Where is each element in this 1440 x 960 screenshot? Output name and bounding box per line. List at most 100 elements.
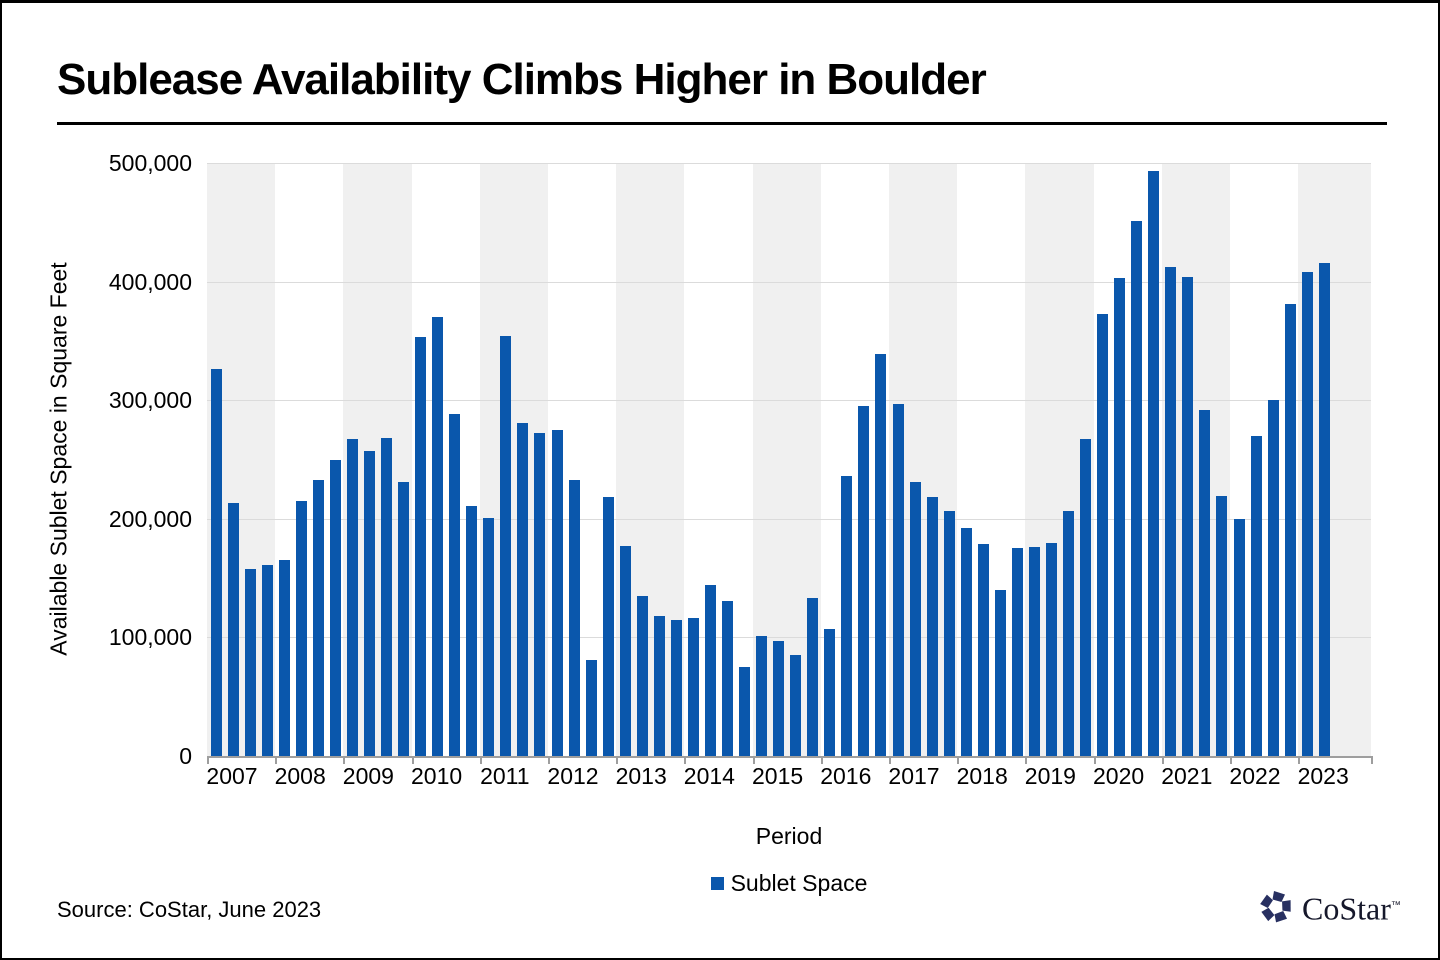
bar-2022-Q1 xyxy=(1233,518,1245,756)
bar-2010-Q4 xyxy=(466,505,478,756)
y-tick-label-300,000: 300,000 xyxy=(108,387,192,414)
bar-2014-Q4 xyxy=(739,667,751,756)
x-tick xyxy=(820,756,823,764)
x-tick-label-2022: 2022 xyxy=(1229,763,1281,789)
bar-2008-Q4 xyxy=(329,459,341,756)
bar-2019-Q4 xyxy=(1080,439,1092,756)
y-tick-label-500,000: 500,000 xyxy=(108,150,192,176)
bar-2009-Q1 xyxy=(346,439,358,756)
bar-2020-Q2 xyxy=(1114,278,1126,756)
bar-2017-Q2 xyxy=(909,482,921,756)
bar-2013-Q3 xyxy=(653,616,665,756)
bar-2013-Q4 xyxy=(670,619,682,756)
bar-2016-Q1 xyxy=(824,629,836,756)
bar-2013-Q2 xyxy=(636,595,648,756)
bar-2010-Q2 xyxy=(432,317,444,756)
y-tick-label-200,000: 200,000 xyxy=(108,505,192,532)
bar-2017-Q4 xyxy=(943,510,955,756)
bar-2018-Q1 xyxy=(960,528,972,756)
bar-2008-Q1 xyxy=(278,560,290,756)
bar-2022-Q3 xyxy=(1267,400,1279,756)
x-tick-label-2010: 2010 xyxy=(411,763,463,789)
y-tick-label-0: 0 xyxy=(179,743,192,769)
x-tick-label-2020: 2020 xyxy=(1093,763,1145,789)
bar-2013-Q1 xyxy=(619,546,631,756)
bar-2016-Q2 xyxy=(841,476,853,756)
legend: Sublet Space xyxy=(207,870,1371,897)
x-tick xyxy=(684,756,687,764)
bar-2019-Q1 xyxy=(1028,547,1040,756)
gridline-500000 xyxy=(207,163,1371,164)
page-title: Sublease Availability Climbs Higher in B… xyxy=(57,55,987,104)
bar-2011-Q2 xyxy=(500,336,512,756)
bar-2007-Q4 xyxy=(261,565,273,756)
bar-2015-Q4 xyxy=(807,598,819,756)
bar-2017-Q1 xyxy=(892,403,904,756)
x-tick-label-2009: 2009 xyxy=(342,763,394,789)
x-tick-label-2008: 2008 xyxy=(274,763,326,789)
x-tick xyxy=(275,756,278,764)
bar-2007-Q3 xyxy=(244,568,256,756)
bar-2019-Q2 xyxy=(1045,542,1057,756)
bar-2014-Q2 xyxy=(704,585,716,756)
x-tick xyxy=(479,756,482,764)
x-tick-label-2018: 2018 xyxy=(956,763,1008,789)
x-tick xyxy=(957,756,960,764)
y-axis-title: Available Sublet Space in Square Feet xyxy=(45,262,72,656)
x-axis-line xyxy=(207,756,1371,758)
bar-2020-Q4 xyxy=(1148,171,1160,756)
gridline-100000 xyxy=(207,637,1371,639)
bar-2018-Q4 xyxy=(1011,548,1023,756)
bar-2010-Q3 xyxy=(449,414,461,756)
x-tick xyxy=(343,756,346,764)
bar-2019-Q3 xyxy=(1063,510,1074,756)
gridline-200000 xyxy=(207,518,1371,520)
x-tick xyxy=(411,756,414,764)
x-tick-label-2007: 2007 xyxy=(206,763,258,789)
y-tick-label-400,000: 400,000 xyxy=(108,268,192,295)
bar-2008-Q2 xyxy=(295,501,307,756)
x-tick xyxy=(207,756,209,764)
trademark-symbol: ™ xyxy=(1390,900,1401,911)
x-tick-label-2021: 2021 xyxy=(1161,763,1213,789)
x-tick xyxy=(616,756,619,764)
bar-2017-Q3 xyxy=(926,497,938,756)
bar-2018-Q2 xyxy=(977,543,989,756)
bar-2011-Q1 xyxy=(483,517,495,756)
legend-label: Sublet Space xyxy=(730,870,868,896)
bar-2012-Q3 xyxy=(585,659,597,756)
bar-2018-Q3 xyxy=(994,589,1006,756)
bar-2020-Q1 xyxy=(1097,313,1109,756)
bar-2023-Q2 xyxy=(1318,262,1330,756)
bar-2009-Q2 xyxy=(363,451,375,756)
x-tick-label-2023: 2023 xyxy=(1297,763,1349,789)
bar-2008-Q3 xyxy=(312,479,324,756)
bar-2015-Q1 xyxy=(756,636,768,756)
bar-2012-Q2 xyxy=(568,479,580,756)
legend-swatch-sublet-space xyxy=(710,877,724,890)
bar-2014-Q3 xyxy=(722,600,733,756)
x-tick xyxy=(1093,756,1096,764)
x-tick xyxy=(752,756,755,764)
x-tick-label-2015: 2015 xyxy=(752,763,804,789)
bar-2021-Q4 xyxy=(1216,496,1228,756)
bar-2023-Q1 xyxy=(1301,272,1313,756)
bar-2016-Q4 xyxy=(875,353,887,756)
plot-area xyxy=(207,163,1371,756)
x-tick-label-2019: 2019 xyxy=(1024,763,1076,789)
bar-2009-Q4 xyxy=(398,482,410,756)
x-tick xyxy=(889,756,891,764)
x-tick-label-2011: 2011 xyxy=(480,763,530,789)
x-tick xyxy=(1025,756,1028,764)
x-tick xyxy=(1230,756,1232,764)
title-divider xyxy=(57,122,1387,125)
bar-2014-Q1 xyxy=(687,618,699,756)
gridline-300000 xyxy=(207,400,1371,402)
bar-2011-Q4 xyxy=(534,433,546,756)
bar-2007-Q1 xyxy=(210,369,222,756)
bar-2020-Q3 xyxy=(1131,221,1143,756)
costar-pinwheel-icon xyxy=(1260,891,1291,923)
bar-2021-Q1 xyxy=(1165,267,1177,756)
bar-2021-Q2 xyxy=(1182,276,1194,756)
